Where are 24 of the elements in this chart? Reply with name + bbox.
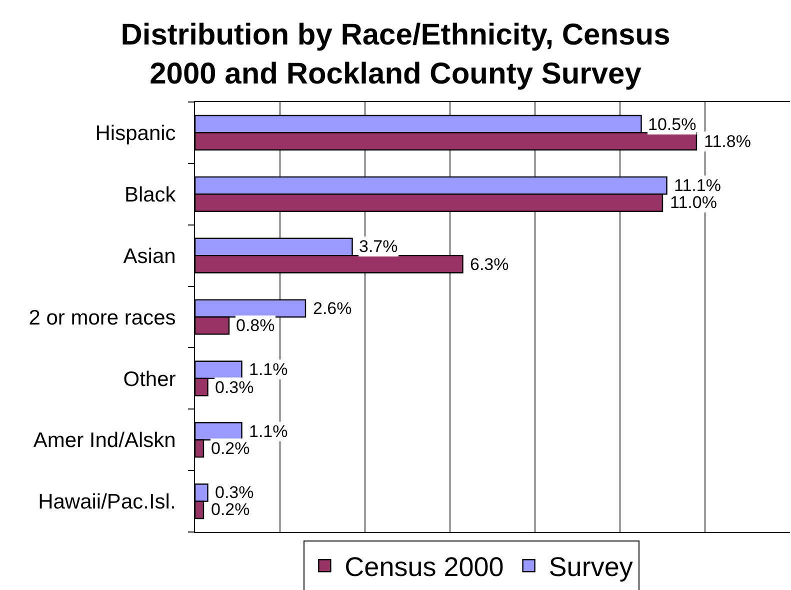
data-label: 1.1% xyxy=(249,360,288,379)
data-label: 0.8% xyxy=(236,316,275,335)
y-tick-label: Other xyxy=(123,368,176,391)
y-tick-label: Amer Ind/Alskn xyxy=(33,429,176,452)
y-tick-label: Black xyxy=(124,183,176,206)
data-label: 0.2% xyxy=(211,500,250,519)
data-label: 10.5% xyxy=(648,115,696,134)
data-label: 0.3% xyxy=(215,378,254,397)
data-label: 0.3% xyxy=(215,483,254,502)
y-tick-label: Asian xyxy=(123,244,176,268)
legend-label: Survey xyxy=(548,552,634,582)
data-label: 11.1% xyxy=(674,176,721,195)
y-tick-label: Hispanic xyxy=(95,122,176,146)
data-label: 3.7% xyxy=(359,237,398,256)
data-label: 11.8% xyxy=(704,132,751,151)
data-label: 6.3% xyxy=(470,255,509,274)
data-label: 1.1% xyxy=(249,422,288,441)
chart-title: Distribution by Race/Ethnicity, Census 2000 and Rockland County Survey xyxy=(120,18,670,90)
data-label: 11.0% xyxy=(670,193,717,212)
y-tick-label: 2 or more races xyxy=(28,306,176,330)
y-tick-label: Hawaii/Pac.Isl. xyxy=(38,490,176,514)
data-label: 0.2% xyxy=(211,439,250,458)
legend-label: Census 2000 xyxy=(344,552,504,582)
data-label: 2.6% xyxy=(313,299,352,318)
